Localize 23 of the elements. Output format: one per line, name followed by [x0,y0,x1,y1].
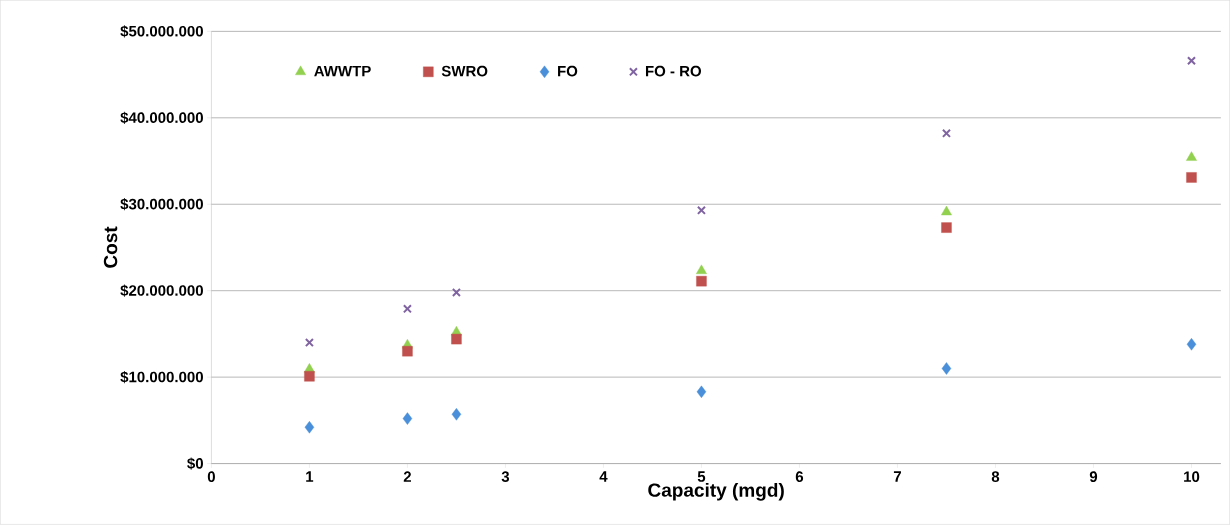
x-tick-label: 3 [501,471,510,483]
y-tick-label: $10.000.000 [120,371,203,384]
x-tick-label: 7 [893,471,901,482]
x-tick-label: 0 [207,471,215,483]
x-axis-title: Capacity (mgd) [648,483,784,501]
y-axis-title: Cost [103,226,118,268]
legend-label: AWWTP [314,66,371,77]
legend-label: SWRO [441,65,488,77]
x-tick-label: 9 [1089,471,1098,483]
y-tick-label: $40.000.000 [120,111,203,125]
x-tick-label: 5 [697,471,706,483]
x-tick-label: 1 [306,471,314,482]
y-tick-label: $20.000.000 [120,284,203,297]
x-tick-label: 10 [1184,471,1200,483]
y-tick-label: $30.000.000 [120,198,203,211]
x-tick-label: 4 [599,471,608,482]
legend-label: FO - RO [645,65,702,77]
legend-label: FO [558,65,578,77]
y-tick-label: $50.000.000 [120,25,203,38]
x-tick-label: 6 [795,471,804,483]
y-tick-label: $0 [187,457,203,470]
x-tick-label: 2 [403,471,411,483]
x-tick-label: 8 [991,471,1000,483]
